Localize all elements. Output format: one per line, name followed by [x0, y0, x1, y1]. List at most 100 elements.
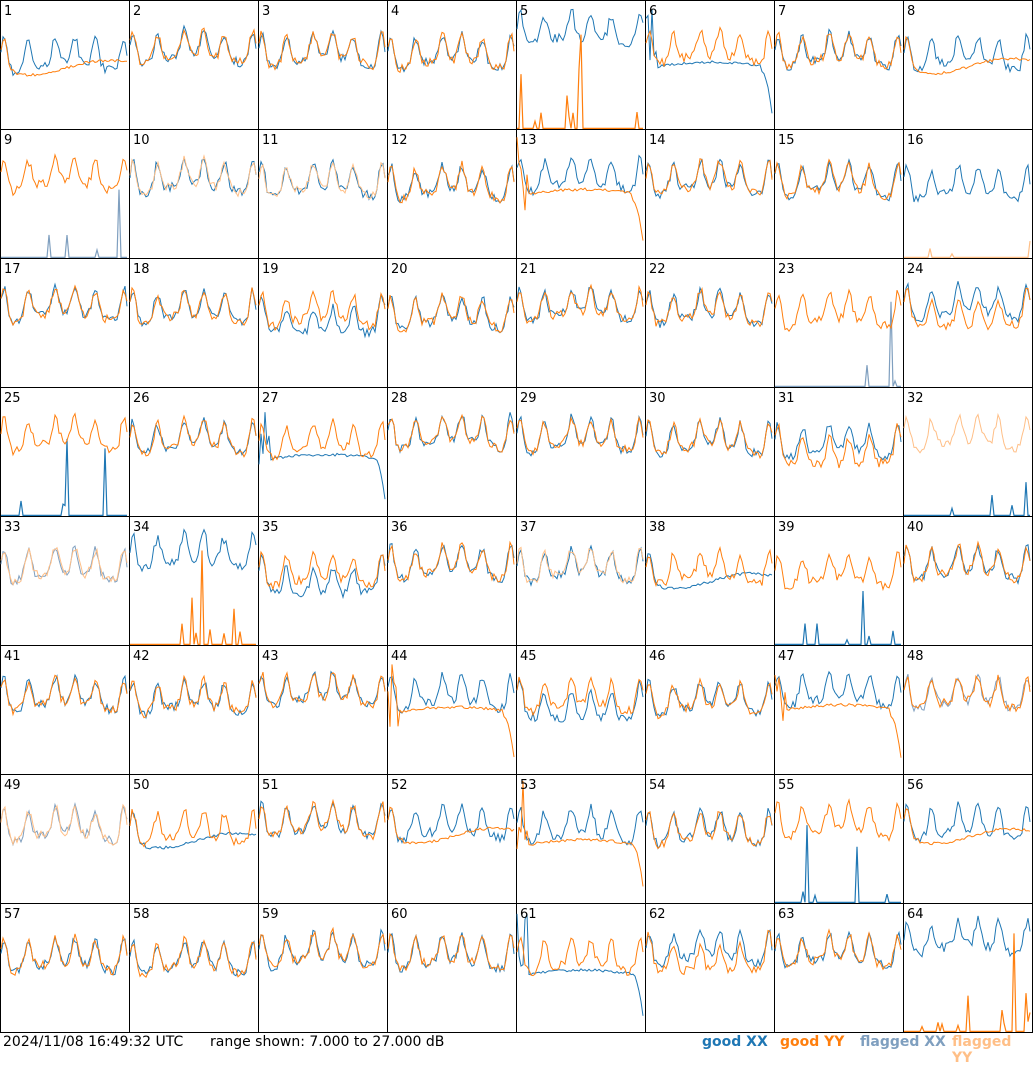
panel-frame — [129, 645, 259, 775]
panel-label: 22 — [649, 262, 666, 277]
panel-31: 31 — [774, 387, 904, 517]
panel-label: 23 — [778, 262, 795, 277]
panel-61: 61 — [516, 903, 646, 1033]
series-yy-good — [387, 540, 515, 583]
series-yy-good — [387, 292, 515, 334]
panel-label: 24 — [907, 262, 924, 277]
panel-label: 3 — [262, 4, 270, 19]
range-label: range shown: 7.000 to 27.000 dB — [210, 1034, 445, 1050]
series-yy-good — [387, 31, 515, 74]
series-yy-good — [645, 546, 773, 588]
panel-42: 42 — [129, 645, 259, 775]
panel-27: 27 — [258, 387, 388, 517]
panel-45: 45 — [516, 645, 646, 775]
panel-label: 31 — [778, 391, 795, 406]
panel-64: 64 — [903, 903, 1033, 1033]
panel-14: 14 — [645, 129, 775, 259]
panel-30: 30 — [645, 387, 775, 517]
series-xx-good — [0, 282, 128, 327]
series-yy-good — [645, 810, 773, 850]
series-xx-good — [516, 677, 644, 723]
panel-frame — [516, 258, 646, 388]
panel-label: 6 — [649, 4, 657, 19]
panel-label: 15 — [778, 133, 795, 148]
series-xx-good — [645, 678, 773, 718]
panel-24: 24 — [903, 258, 1033, 388]
panel-49: 49 — [0, 774, 130, 904]
series-yy-good — [258, 550, 386, 591]
panel-18: 18 — [129, 258, 259, 388]
panel-label: 11 — [262, 133, 279, 148]
series-xx-good — [903, 915, 1031, 958]
panel-35: 35 — [258, 516, 388, 646]
panel-3: 3 — [258, 0, 388, 130]
panel-label: 59 — [262, 907, 279, 922]
series-xx-good — [129, 528, 257, 573]
series-yy-good — [258, 30, 386, 71]
series-xx-good — [774, 422, 902, 461]
series-yy-flagged — [516, 546, 644, 584]
panel-12: 12 — [387, 129, 517, 259]
panel-frame — [774, 645, 904, 775]
panel-56: 56 — [903, 774, 1033, 904]
panel-label: 43 — [262, 649, 279, 664]
series-yy-good — [904, 933, 1031, 1032]
series-yy-good — [903, 808, 1031, 846]
series-yy-good — [0, 284, 128, 327]
panel-25: 25 — [0, 387, 130, 517]
series-xx-good — [1, 438, 127, 516]
panel-2: 2 — [129, 0, 259, 130]
panel-label: 52 — [391, 778, 408, 793]
panel-6: 6 — [645, 0, 775, 130]
panel-frame — [129, 774, 259, 904]
panel-label: 5 — [520, 4, 528, 19]
series-xx-good — [516, 803, 644, 846]
panel-40: 40 — [903, 516, 1033, 646]
panel-label: 57 — [4, 907, 21, 922]
panel-label: 35 — [262, 520, 279, 535]
panel-frame — [258, 645, 388, 775]
series-yy-good — [129, 27, 257, 66]
panel-frame — [903, 0, 1033, 130]
panel-frame — [645, 774, 775, 904]
series-xx-flagged — [1, 189, 127, 258]
legend-good-xx: good XX — [702, 1034, 768, 1050]
panel-label: 48 — [907, 649, 924, 664]
panel-label: 38 — [649, 520, 666, 535]
panel-label: 30 — [649, 391, 666, 406]
panel-label: 28 — [391, 391, 408, 406]
panel-label: 19 — [262, 262, 279, 277]
series-xx-good — [258, 29, 386, 71]
panel-frame — [387, 129, 517, 259]
panel-label: 4 — [391, 4, 399, 19]
series-yy-good — [129, 286, 257, 326]
series-yy-good — [903, 540, 1031, 584]
series-yy-good — [774, 158, 902, 201]
series-yy-good — [516, 936, 644, 977]
panel-label: 21 — [520, 262, 537, 277]
panel-label: 20 — [391, 262, 408, 277]
series-yy-good — [774, 675, 902, 758]
series-yy-good — [258, 671, 386, 709]
series-yy-good — [645, 417, 773, 460]
series-yy-good — [645, 157, 773, 196]
series-xx-good — [258, 800, 386, 840]
panel-frame — [129, 516, 259, 646]
panel-frame — [258, 774, 388, 904]
series-xx-good — [0, 35, 128, 77]
panel-label: 25 — [4, 391, 21, 406]
panel-frame — [387, 516, 517, 646]
panel-frame — [0, 129, 130, 259]
panel-label: 62 — [649, 907, 666, 922]
panel-54: 54 — [645, 774, 775, 904]
series-yy-good — [517, 34, 643, 129]
timestamp: 2024/11/08 16:49:32 UTC — [3, 1034, 184, 1050]
panel-label: 42 — [133, 649, 150, 664]
panel-frame — [645, 903, 775, 1033]
series-xx-good — [516, 913, 644, 1016]
panel-15: 15 — [774, 129, 904, 259]
panel-62: 62 — [645, 903, 775, 1033]
panel-frame — [645, 645, 775, 775]
series-yy-good — [130, 550, 256, 645]
series-yy-good — [0, 674, 128, 717]
